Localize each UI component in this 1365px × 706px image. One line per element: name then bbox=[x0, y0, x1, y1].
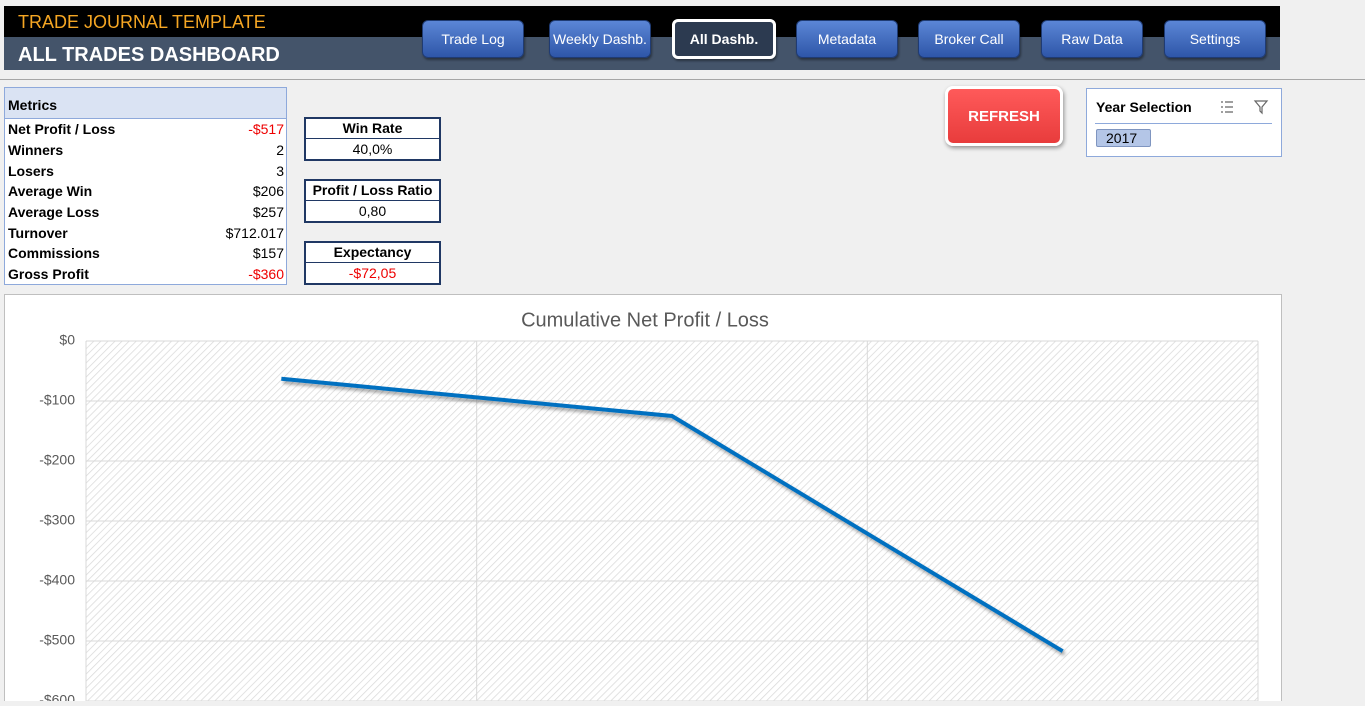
nav-button[interactable]: All Dashb. bbox=[672, 19, 776, 59]
y-tick-label: -$100 bbox=[39, 392, 75, 408]
metric-row: Commissions $157 bbox=[5, 243, 286, 264]
chart-container: Cumulative Net Profit / Loss $0 -$100 -$20… bbox=[4, 294, 1282, 706]
page-title: ALL TRADES DASHBOARD bbox=[18, 44, 280, 66]
metric-value: $206 bbox=[252, 183, 284, 200]
kpi-value: 0,80 bbox=[358, 203, 387, 219]
kpi-value: 40,0% bbox=[352, 141, 393, 157]
metric-value: -$517 bbox=[248, 121, 284, 138]
refresh-button[interactable]: REFRESH bbox=[945, 86, 1063, 146]
slicer-item[interactable]: 2017 bbox=[1096, 129, 1151, 147]
nav-button[interactable]: Trade Log bbox=[422, 20, 524, 58]
metric-row: Gross Profit -$360 bbox=[5, 264, 286, 285]
metric-label: Average Win bbox=[8, 183, 93, 200]
nav-button[interactable]: Broker Call bbox=[918, 20, 1020, 58]
y-tick-label: -$400 bbox=[39, 572, 75, 588]
metric-label: Losers bbox=[8, 162, 54, 179]
y-tick-label: -$200 bbox=[39, 452, 75, 468]
metric-row: Average Win $206 bbox=[5, 181, 286, 202]
metric-label: Average Loss bbox=[8, 204, 100, 221]
nav-button[interactable]: Settings bbox=[1164, 20, 1266, 58]
chart-title: Cumulative Net Profit / Loss bbox=[521, 309, 769, 331]
slicer-icons[interactable] bbox=[1219, 99, 1269, 115]
y-tick-label: -$500 bbox=[39, 632, 75, 648]
line bbox=[281, 376, 1064, 653]
kpi-box: Profit / Loss Ratio 0,80 bbox=[304, 179, 441, 223]
metric-row: Winners 2 bbox=[5, 140, 286, 161]
metric-row: Turnover $712.017 bbox=[5, 222, 286, 243]
y-tick-label: -$300 bbox=[39, 512, 75, 528]
metric-value: $257 bbox=[252, 204, 284, 221]
metric-label: Commissions bbox=[8, 245, 100, 262]
metric-value: -$360 bbox=[248, 266, 284, 283]
nav-button[interactable]: Raw Data bbox=[1041, 20, 1143, 58]
kpi-label: Profit / Loss Ratio bbox=[306, 181, 439, 201]
kpi-label: Win Rate bbox=[306, 119, 439, 139]
metric-value: 2 bbox=[276, 142, 284, 159]
metric-row: Net Profit / Loss -$517 bbox=[5, 119, 286, 140]
kpi-box: Expectancy -$72,05 bbox=[304, 241, 441, 285]
nav-button[interactable]: Weekly Dashb. bbox=[549, 20, 651, 58]
metrics-header: Metrics bbox=[5, 88, 286, 119]
app-title: TRADE JOURNAL TEMPLATE bbox=[18, 12, 266, 32]
metric-row: Losers 3 bbox=[5, 160, 286, 181]
chart: Cumulative Net Profit / Loss $0 -$100 -$20… bbox=[39, 309, 1259, 706]
metric-label: Net Profit / Loss bbox=[8, 121, 116, 138]
metric-value: $157 bbox=[252, 245, 284, 262]
separator bbox=[0, 79, 1365, 80]
slicer-rule bbox=[1095, 123, 1272, 124]
nav-button[interactable]: Metadata bbox=[796, 20, 898, 58]
metric-label: Gross Profit bbox=[8, 266, 89, 283]
metrics-table: Metrics Net Profit / Loss -$517 Winners 2 Lo… bbox=[4, 87, 287, 285]
year-slicer: Year Selection 2017 bbox=[1086, 88, 1282, 157]
metric-label: Turnover bbox=[8, 224, 68, 241]
kpi-label: Expectancy bbox=[306, 243, 439, 263]
kpi-box: Win Rate 40,0% bbox=[304, 117, 441, 161]
metric-label: Winners bbox=[8, 142, 64, 159]
y-tick-label: $0 bbox=[59, 332, 75, 348]
metric-value: $712.017 bbox=[225, 224, 284, 241]
metric-row: Average Loss $257 bbox=[5, 202, 286, 223]
kpi-value: -$72,05 bbox=[348, 265, 397, 281]
metric-value: 3 bbox=[276, 162, 284, 179]
slicer-title: Year Selection bbox=[1096, 99, 1192, 115]
